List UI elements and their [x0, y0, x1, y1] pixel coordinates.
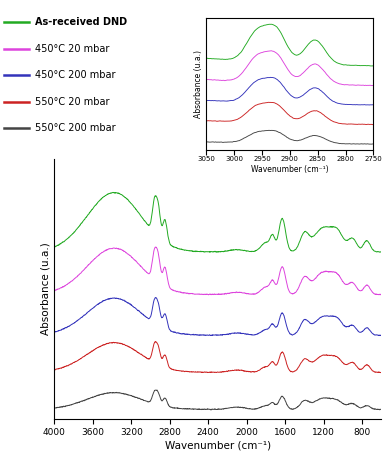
Text: 450°C 20 mbar: 450°C 20 mbar	[35, 44, 109, 54]
Text: As-received DND: As-received DND	[35, 17, 127, 27]
Text: 550°C 20 mbar: 550°C 20 mbar	[35, 97, 110, 107]
Text: 450°C 200 mbar: 450°C 200 mbar	[35, 70, 116, 80]
X-axis label: Wavenumber (cm⁻¹): Wavenumber (cm⁻¹)	[251, 165, 329, 174]
Y-axis label: Absorbance (u.a.): Absorbance (u.a.)	[40, 243, 50, 335]
X-axis label: Wavenumber (cm⁻¹): Wavenumber (cm⁻¹)	[165, 440, 271, 450]
Text: 550°C 200 mbar: 550°C 200 mbar	[35, 123, 116, 133]
Y-axis label: Absorbance (u.a.): Absorbance (u.a.)	[194, 50, 203, 118]
